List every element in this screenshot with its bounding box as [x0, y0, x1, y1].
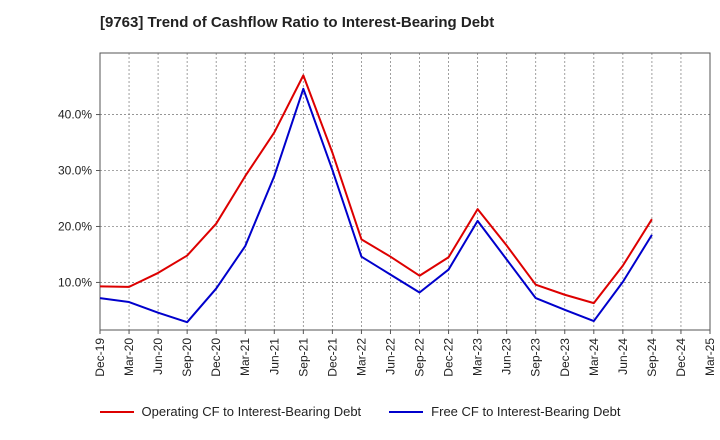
x-tick-label: Sep-22 [413, 338, 427, 377]
series-layer [99, 74, 653, 324]
x-tick-label: Sep-20 [180, 338, 194, 377]
x-tick-label: Sep-21 [296, 338, 310, 377]
chart-title: [9763] Trend of Cashflow Ratio to Intere… [100, 14, 495, 31]
legend: Operating CF to Interest-Bearing Debt Fr… [0, 404, 720, 419]
x-tick-label: Mar-25 [703, 338, 717, 376]
y-tick-label: 20.0% [58, 219, 92, 233]
series-line-0 [99, 74, 653, 305]
x-tick-label: Mar-22 [354, 338, 368, 376]
legend-item-free-cf: Free CF to Interest-Bearing Debt [389, 404, 620, 419]
label-layer: 10.0% 20.0% 30.0% 40.0% Dec-19 Mar-20 Jun-20 Se… [58, 108, 717, 377]
x-tick-label: Sep-23 [529, 338, 543, 377]
x-tick-label: Dec-20 [209, 338, 223, 377]
x-tick-label: Sep-24 [645, 338, 659, 377]
y-tick-label: 30.0% [58, 164, 92, 178]
x-tick-label: Dec-23 [558, 338, 572, 377]
x-tick-label: Dec-19 [93, 338, 107, 377]
chart-svg: 10.0% 20.0% 30.0% 40.0% Dec-19 Mar-20 Jun-20 Se… [58, 52, 717, 377]
x-tick-label: Mar-21 [238, 338, 252, 376]
legend-swatch-operating-cf [99, 410, 134, 413]
x-tick-label: Jun-22 [383, 338, 397, 375]
x-tick-label: Mar-24 [587, 338, 601, 376]
x-tick-label: Dec-21 [325, 338, 339, 377]
x-tick-label: Jun-21 [267, 338, 281, 375]
x-tick-label: Jun-23 [500, 338, 514, 375]
series-line-1 [99, 87, 653, 324]
x-tick-label: Dec-24 [674, 338, 688, 377]
x-tick-label: Mar-23 [471, 338, 485, 376]
x-tick-label: Mar-20 [122, 338, 136, 376]
x-tick-label: Jun-24 [616, 338, 630, 375]
x-tick-label: Jun-20 [151, 338, 165, 375]
legend-label-operating-cf: Operating CF to Interest-Bearing Debt [141, 404, 362, 419]
y-tick-label: 40.0% [58, 108, 92, 122]
legend-swatch-free-cf [389, 410, 424, 413]
axis-layer [96, 52, 711, 334]
legend-item-operating-cf: Operating CF to Interest-Bearing Debt [99, 404, 362, 419]
legend-label-free-cf: Free CF to Interest-Bearing Debt [431, 404, 621, 419]
y-tick-label: 10.0% [58, 275, 92, 289]
plot-frame [99, 52, 711, 331]
x-tick-label: Dec-22 [442, 338, 456, 377]
